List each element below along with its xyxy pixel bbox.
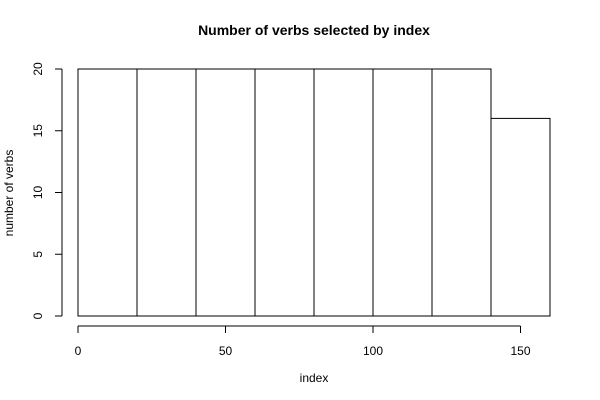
y-tick-label-2: 10	[31, 186, 45, 200]
x-axis: 0 50 100 150	[75, 325, 531, 358]
histogram-bar-5	[372, 68, 433, 317]
x-tick-label-2: 100	[363, 344, 383, 358]
histogram-bar-4	[313, 68, 374, 317]
histogram-bar-2	[195, 68, 256, 317]
histogram-bar-1	[136, 68, 197, 317]
y-tick-label-3: 15	[31, 124, 45, 138]
y-tick-label-1: 5	[31, 251, 45, 258]
x-tick-label-3: 150	[510, 344, 530, 358]
x-tick-label-1: 50	[219, 344, 233, 358]
chart-title: Number of verbs selected by index	[198, 22, 430, 38]
x-axis-label: index	[300, 371, 329, 385]
histogram-bar-0	[77, 68, 138, 317]
x-tick-label-0: 0	[75, 344, 82, 358]
y-tick-label-0: 0	[31, 312, 45, 319]
y-axis-label: number of verbs	[2, 150, 16, 237]
histogram-bar-3	[254, 68, 315, 317]
y-tick-label-4: 20	[31, 62, 45, 76]
histogram-bar-7	[490, 117, 551, 317]
histogram-bar-6	[431, 68, 492, 317]
bars-group	[77, 68, 551, 317]
y-axis: 0 5 10 15 20	[31, 62, 63, 319]
